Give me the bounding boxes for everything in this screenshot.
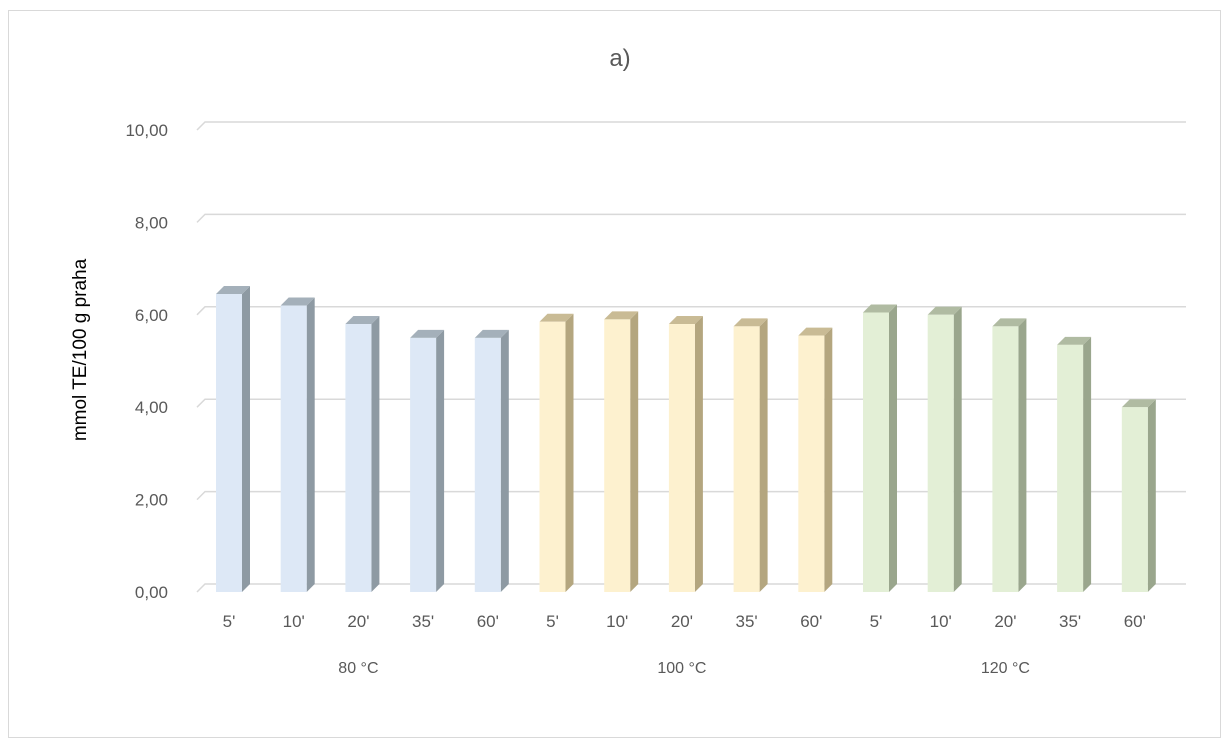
bar-top <box>604 311 639 320</box>
bar <box>992 318 1027 592</box>
bar-top <box>992 318 1027 327</box>
bar-front <box>345 324 372 592</box>
bar <box>668 316 703 592</box>
bar-front <box>1057 344 1084 592</box>
y-tick-labels: 0,00 2,00 4,00 6,00 8,00 10,00 <box>125 121 168 602</box>
bar-top <box>539 313 574 322</box>
bar-top <box>1057 336 1092 345</box>
gridlines <box>196 121 1186 593</box>
y-tick-label: 4,00 <box>135 398 168 417</box>
y-axis-label: mmol TE/100 g praha <box>70 258 91 441</box>
bar-side <box>1147 399 1156 592</box>
bar-front <box>216 294 242 592</box>
x-tick-label: 5' <box>223 612 236 631</box>
bar <box>733 318 768 592</box>
bar-top <box>927 306 962 315</box>
bar <box>345 316 380 592</box>
bar-side <box>306 297 315 592</box>
bar <box>410 329 445 592</box>
bar-side <box>242 286 250 592</box>
x-tick-label: 10' <box>606 612 628 631</box>
bar-side <box>694 316 703 592</box>
bar <box>604 311 639 592</box>
bar-top <box>345 316 380 325</box>
bar <box>474 329 509 592</box>
bar <box>1121 399 1156 592</box>
bar-front <box>604 319 631 592</box>
y-tick-label: 0,00 <box>135 583 168 602</box>
bar <box>280 297 315 592</box>
x-tick-label: 35' <box>412 612 434 631</box>
x-tick-label: 20' <box>347 612 369 631</box>
group-label: 80 °C <box>338 660 378 677</box>
x-tick-label: 60' <box>800 612 822 631</box>
bar-side <box>371 316 380 592</box>
bar-side <box>1018 318 1027 592</box>
bar-front <box>474 337 501 592</box>
y-tick-label: 8,00 <box>135 213 168 232</box>
bar <box>798 327 833 592</box>
bar-front <box>280 305 307 592</box>
x-tick-labels: 5' 10' 20' 35' 60' 5' 10' 20' 35' 60' 5' 10' 20' 35' 6… <box>223 612 1146 631</box>
bar-side <box>953 306 962 592</box>
bar-top <box>410 329 445 338</box>
bar-top <box>863 304 897 313</box>
bar-top <box>216 286 250 295</box>
chart-title: a) <box>609 45 630 72</box>
bar <box>1057 336 1092 592</box>
bar-front <box>992 326 1019 592</box>
bar-top <box>1121 399 1156 408</box>
bar-front <box>668 324 695 592</box>
bar <box>216 286 250 592</box>
gridline <box>196 490 1186 501</box>
x-tick-label: 60' <box>1124 612 1146 631</box>
bar-top <box>474 329 509 338</box>
bar-side <box>1083 336 1092 592</box>
bar-front <box>410 337 437 592</box>
x-tick-label: 35' <box>1059 612 1081 631</box>
x-tick-label: 5' <box>546 612 559 631</box>
bar-side <box>500 329 509 592</box>
bar <box>863 304 897 592</box>
y-tick-label: 6,00 <box>135 306 168 325</box>
group-label: 100 °C <box>657 660 706 677</box>
bar-front <box>927 314 954 592</box>
x-tick-label: 20' <box>994 612 1016 631</box>
gridline <box>196 398 1186 408</box>
bar-side <box>889 304 897 592</box>
x-tick-label: 10' <box>930 612 952 631</box>
bar-top <box>733 318 768 327</box>
x-tick-label: 60' <box>477 612 499 631</box>
gridline <box>196 213 1186 223</box>
group-labels: 80 °C 100 °C 120 °C <box>338 660 1030 677</box>
x-tick-label: 20' <box>671 612 693 631</box>
bar-top <box>668 316 703 325</box>
gridline <box>196 121 1186 131</box>
bar-front <box>798 335 825 592</box>
bars <box>216 286 1156 592</box>
x-tick-label: 35' <box>736 612 758 631</box>
bar-side <box>824 327 833 592</box>
x-tick-label: 5' <box>870 612 883 631</box>
bar-side <box>436 329 445 592</box>
bar-side <box>759 318 768 592</box>
bar-top <box>280 297 315 306</box>
y-tick-label: 10,00 <box>125 121 168 140</box>
bar-front <box>733 326 760 592</box>
bar-side <box>565 313 574 592</box>
bar-front <box>539 321 566 592</box>
bar-front <box>863 312 889 592</box>
bar <box>927 306 962 592</box>
x-tick-label: 10' <box>283 612 305 631</box>
gridline <box>196 306 1186 316</box>
group-label: 120 °C <box>981 660 1030 677</box>
bar-front <box>1121 407 1148 592</box>
bar-top <box>798 327 833 336</box>
bar <box>539 313 574 592</box>
gridline <box>196 583 1186 593</box>
bar-side <box>630 311 639 592</box>
y-tick-label: 2,00 <box>135 491 168 510</box>
